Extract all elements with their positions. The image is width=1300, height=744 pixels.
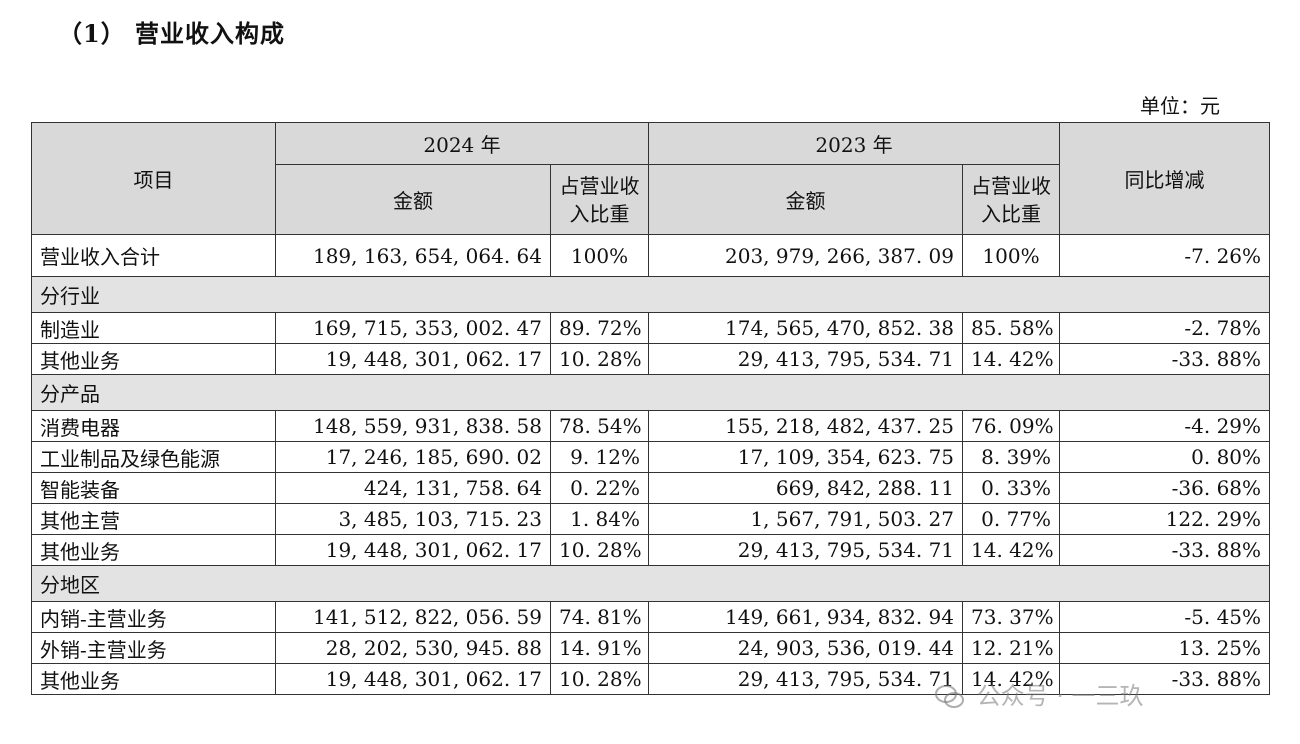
row-ratio-2024: 10. 28% <box>549 534 650 566</box>
row-ratio-2024: 10. 28% <box>549 663 650 695</box>
row-name: 智能装备 <box>31 472 276 504</box>
header-amount-2024: 金额 <box>275 164 551 235</box>
row-amount-2024: 19, 448, 301, 062. 17 <box>275 343 551 375</box>
row-amount-2023: 29, 413, 795, 534. 71 <box>648 663 964 695</box>
group-label: 分行业 <box>30 276 1271 313</box>
table-row: 外销-主营业务 28, 202, 530, 945. 88 14. 91% 24, 9… <box>31 632 1271 664</box>
group-label: 分产品 <box>30 374 1271 411</box>
row-ratio-2024: 78. 54% <box>549 410 650 442</box>
row-amount-2023: 29, 413, 795, 534. 71 <box>648 534 964 566</box>
table-row: 其他业务 19, 448, 301, 062. 17 10. 28% 29, 413,… <box>31 343 1271 375</box>
row-ratio-2023: 14. 42% <box>962 534 1061 566</box>
group-header-row: 分地区 <box>30 565 1271 602</box>
row-ratio-2024: 14. 91% <box>549 632 650 664</box>
row-amount-2023: 1, 567, 791, 503. 27 <box>648 503 964 535</box>
header-ratio-2024-text: 占营业收入比重 <box>559 173 640 226</box>
row-yoy: -5. 45% <box>1059 601 1271 633</box>
row-name: 其他业务 <box>31 343 276 375</box>
row-ratio-2023: 14. 42% <box>962 663 1061 695</box>
row-amount-2023: 24, 903, 536, 019. 44 <box>648 632 964 664</box>
row-yoy: -33. 88% <box>1059 534 1271 566</box>
row-name: 制造业 <box>31 312 276 344</box>
row-name: 其他业务 <box>31 663 276 695</box>
row-amount-2024: 3, 485, 103, 715. 23 <box>275 503 551 535</box>
row-amount-2024: 19, 448, 301, 062. 17 <box>275 534 551 566</box>
header-ratio-2024: 占营业收入比重 <box>549 164 650 235</box>
row-amount-2024: 424, 131, 758. 64 <box>275 472 551 504</box>
header-yoy: 同比增减 <box>1059 122 1271 235</box>
row-yoy: -2. 78% <box>1059 312 1271 344</box>
row-yoy: 13. 25% <box>1059 632 1271 664</box>
row-yoy: -33. 88% <box>1059 663 1271 695</box>
total-amount-2023: 203, 979, 266, 387. 09 <box>648 234 964 277</box>
unit-label: 单位：元 <box>1140 94 1220 118</box>
row-amount-2024: 148, 559, 931, 838. 58 <box>275 410 551 442</box>
row-ratio-2023: 0. 77% <box>962 503 1061 535</box>
row-ratio-2024: 89. 72% <box>549 312 650 344</box>
row-amount-2023: 174, 565, 470, 852. 38 <box>648 312 964 344</box>
row-amount-2023: 155, 218, 482, 437. 25 <box>648 410 964 442</box>
row-ratio-2023: 14. 42% <box>962 343 1061 375</box>
row-ratio-2023: 76. 09% <box>962 410 1061 442</box>
row-yoy: -36. 68% <box>1059 472 1271 504</box>
total-yoy: -7. 26% <box>1059 234 1271 277</box>
group-header-row: 分行业 <box>30 276 1271 313</box>
group-header-row: 分产品 <box>30 374 1271 411</box>
row-yoy: 122. 29% <box>1059 503 1271 535</box>
total-amount-2024: 189, 163, 654, 064. 64 <box>275 234 551 277</box>
row-ratio-2023: 0. 33% <box>962 472 1061 504</box>
row-ratio-2024: 0. 22% <box>549 472 650 504</box>
header-year-2024: 2024 年 <box>274 122 650 165</box>
total-ratio-2024: 100% <box>549 234 650 277</box>
row-ratio-2023: 85. 58% <box>962 312 1061 344</box>
row-ratio-2023: 73. 37% <box>962 601 1061 633</box>
row-amount-2024: 28, 202, 530, 945. 88 <box>275 632 551 664</box>
table-row: 其他业务 19, 448, 301, 062. 17 10. 28% 29, 413,… <box>31 663 1271 695</box>
table-row: 制造业 169, 715, 353, 002. 47 89. 72% 174, 565… <box>31 312 1271 344</box>
row-ratio-2024: 74. 81% <box>549 601 650 633</box>
row-ratio-2024: 1. 84% <box>549 503 650 535</box>
group-label: 分地区 <box>30 565 1271 602</box>
row-ratio-2023: 12. 21% <box>962 632 1061 664</box>
row-name: 外销-主营业务 <box>31 632 276 664</box>
header-ratio-2023: 占营业收入比重 <box>962 164 1061 235</box>
row-ratio-2023: 8. 39% <box>962 441 1061 473</box>
table-row: 其他业务 19, 448, 301, 062. 17 10. 28% 29, 413,… <box>31 534 1271 566</box>
row-yoy: 0. 80% <box>1059 441 1271 473</box>
table-row: 智能装备 424, 131, 758. 64 0. 22% 669, 842, 288… <box>31 472 1271 504</box>
row-name: 内销-主营业务 <box>31 601 276 633</box>
revenue-composition-table: 项目 2024 年 2023 年 同比增减 金额 占营业收入比重 金额 占营业收… <box>30 122 1271 695</box>
header-amount-2023: 金额 <box>648 164 964 235</box>
header-ratio-2023-text: 占营业收入比重 <box>971 173 1052 226</box>
row-ratio-2024: 10. 28% <box>549 343 650 375</box>
total-row: 营业收入合计 189, 163, 654, 064. 64 100% 203, … <box>31 234 1271 277</box>
row-amount-2023: 29, 413, 795, 534. 71 <box>648 343 964 375</box>
table-row: 工业制品及绿色能源 17, 246, 185, 690. 02 9. 12% 17, … <box>31 441 1271 473</box>
row-amount-2023: 17, 109, 354, 623. 75 <box>648 441 964 473</box>
header-row-columns: 金额 占营业收入比重 金额 占营业收入比重 <box>32 164 1270 235</box>
row-amount-2024: 169, 715, 353, 002. 47 <box>275 312 551 344</box>
header-year-2023: 2023 年 <box>648 122 1061 165</box>
row-amount-2024: 19, 448, 301, 062. 17 <box>275 663 551 695</box>
row-name: 其他业务 <box>31 534 276 566</box>
row-amount-2023: 149, 661, 934, 832. 94 <box>648 601 964 633</box>
row-amount-2024: 17, 246, 185, 690. 02 <box>275 441 551 473</box>
row-yoy: -4. 29% <box>1059 410 1271 442</box>
table-row: 消费电器 148, 559, 931, 838. 58 78. 54% 155, 21… <box>31 410 1271 442</box>
table-row: 其他主营 3, 485, 103, 715. 23 1. 84% 1, 567, 79… <box>31 503 1271 535</box>
total-ratio-2023: 100% <box>962 234 1061 277</box>
row-amount-2023: 669, 842, 288. 11 <box>648 472 964 504</box>
row-name: 工业制品及绿色能源 <box>31 441 276 473</box>
header-item: 项目 <box>31 122 276 235</box>
total-name: 营业收入合计 <box>31 234 276 277</box>
row-yoy: -33. 88% <box>1059 343 1271 375</box>
row-amount-2024: 141, 512, 822, 056. 59 <box>275 601 551 633</box>
table-row: 内销-主营业务 141, 512, 822, 056. 59 74. 81% 149,… <box>31 601 1271 633</box>
row-name: 其他主营 <box>31 503 276 535</box>
row-name: 消费电器 <box>31 410 276 442</box>
section-title: （1） 营业收入构成 <box>58 19 286 48</box>
row-ratio-2024: 9. 12% <box>549 441 650 473</box>
header-row-years: 项目 2024 年 2023 年 同比增减 <box>31 122 1271 235</box>
